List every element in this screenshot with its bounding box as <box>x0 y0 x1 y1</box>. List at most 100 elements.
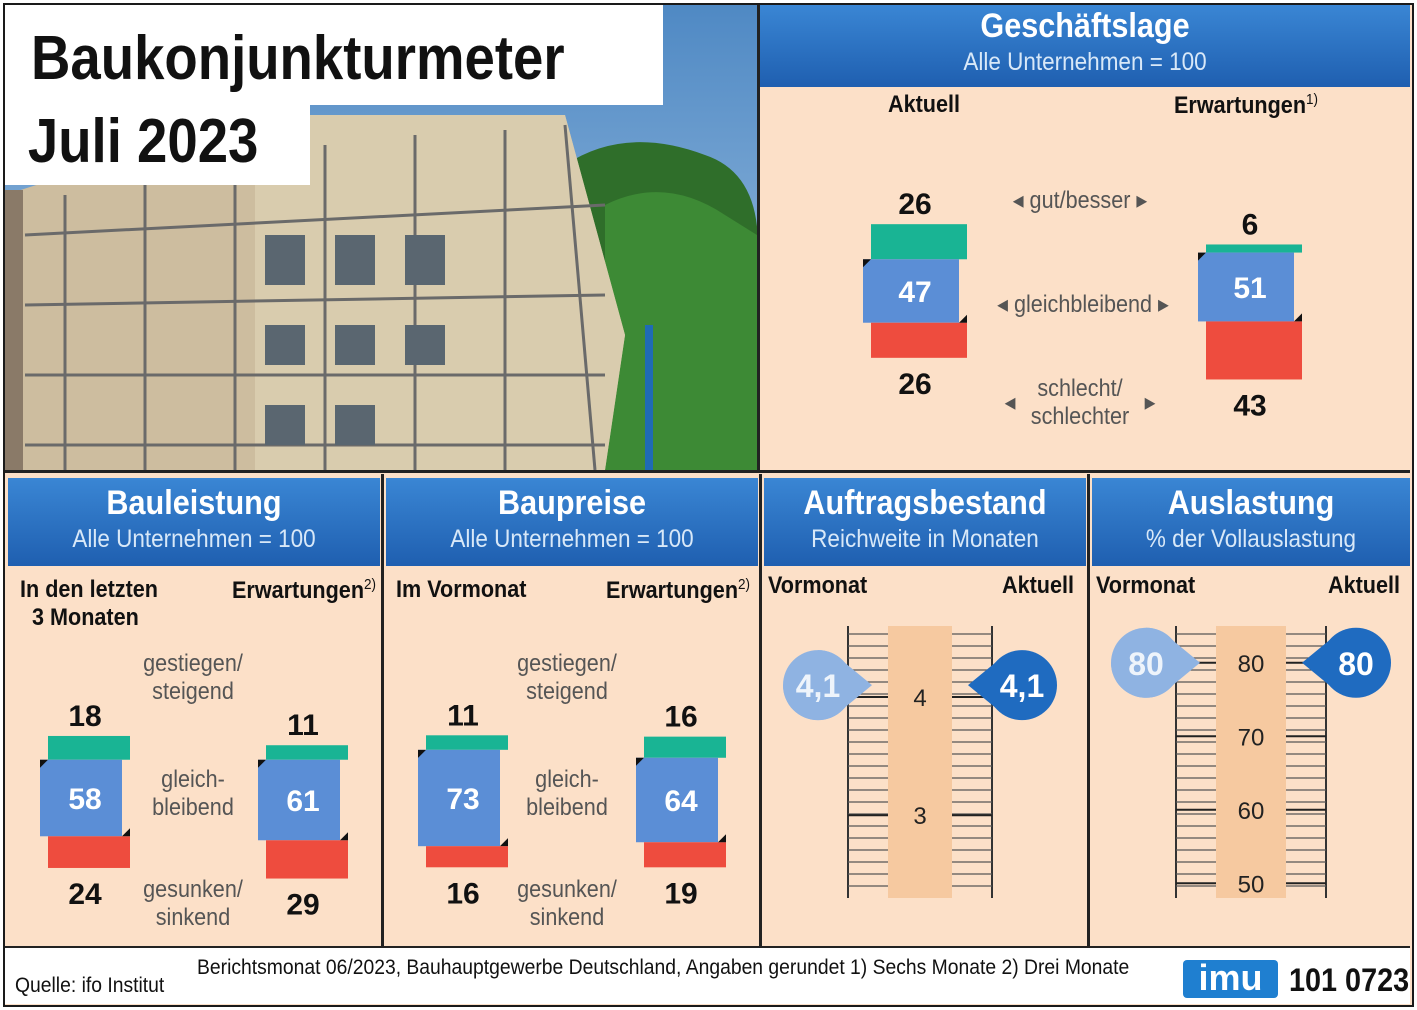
right-bar-red <box>266 840 348 879</box>
category-gleich: ◂ gleichbleibend ▸ <box>997 291 1169 318</box>
category-gut: ◂ gut/besser ▸ <box>1012 187 1148 214</box>
title-box-line2: Juli 2023 <box>5 100 310 185</box>
erwartungen-value-bottom: 43 <box>1233 389 1266 422</box>
drop-vormonat-tip <box>838 657 872 714</box>
category-gleich: gleich-bleibend <box>152 766 234 821</box>
left-bar-blue <box>418 749 500 847</box>
aktuell-corner-top <box>863 259 871 268</box>
drop-aktuell-body <box>1321 627 1391 698</box>
erwartungen-value-top: 6 <box>1242 208 1259 241</box>
main-title-date: Juli 2023 <box>27 107 259 176</box>
right-corner-top <box>258 759 266 768</box>
aktuell-value-bottom: 26 <box>898 368 931 401</box>
category-gestiegen: gestiegen/steigend <box>517 650 617 705</box>
left-corner-top <box>418 749 426 758</box>
category-gesunken: gesunken/sinkend <box>517 876 617 931</box>
right-value-top: 11 <box>287 709 319 742</box>
panel-title: Auslastung <box>1167 484 1335 522</box>
gauge-band <box>888 626 952 898</box>
footer: Quelle: ifo Institut Berichtsmonat 06/20… <box>5 946 1410 1004</box>
panel-baupreise: Baupreise Alle Unternehmen = 100 Im Vorm… <box>386 478 758 944</box>
aktuell-bar-blue <box>863 259 959 323</box>
divider-horizontal <box>5 470 1410 473</box>
divider-top <box>757 5 760 471</box>
arrow-left: ◂ <box>1004 389 1016 416</box>
right-bar-green <box>644 736 726 758</box>
gauge-band <box>1216 626 1286 898</box>
panel-header: Auftragsbestand Reichweite in Monaten <box>764 478 1086 566</box>
category-gesunken: gesunken/sinkend <box>143 876 243 931</box>
panel-auftragsbestand: Auftragsbestand Reichweite in Monaten Vo… <box>764 478 1086 944</box>
panel-title: Auftragsbestand <box>803 484 1047 522</box>
source-note: Quelle: ifo Institut <box>15 974 165 997</box>
graphic-code: 101 0723 <box>1289 962 1410 998</box>
value-vormonat: 4,1 <box>796 668 840 704</box>
right-bar-blue <box>258 759 340 841</box>
auslastung-gauge: 80 70 60 50 80 80 <box>1111 626 1391 898</box>
drop-aktuell-tip <box>968 657 1002 714</box>
panel-subtitle: Alle Unternehmen = 100 <box>450 525 694 553</box>
panel-header: Geschäftslage Alle Unternehmen = 100 <box>760 5 1410 87</box>
series-label-left: Im Vormonat <box>396 576 527 603</box>
category-gleich: gleich-bleibend <box>526 766 608 821</box>
left-corner-bottom <box>500 838 508 847</box>
aktuell-corner-bottom <box>959 314 967 323</box>
tick-label: 3 <box>913 803 926 830</box>
drop-vormonat-tip <box>1166 634 1200 691</box>
erwartungen-value-mid: 51 <box>1233 272 1266 305</box>
panel-subtitle: Alle Unternehmen = 100 <box>72 525 316 553</box>
left-bar-green <box>426 735 508 750</box>
right-value-mid: 61 <box>286 785 319 818</box>
panel-header: Bauleistung Alle Unternehmen = 100 <box>8 478 380 566</box>
footnote: Berichtsmonat 06/2023, Bauhauptgewerbe D… <box>197 956 1130 979</box>
panel-header: Baupreise Alle Unternehmen = 100 <box>386 478 758 566</box>
aktuell-bar-red <box>871 322 967 358</box>
left-bar-blue <box>40 759 122 837</box>
tick-label: 70 <box>1238 724 1265 751</box>
auftragsbestand-gauge: 4 3 4,1 4,1 <box>783 626 1057 898</box>
left-value-top: 18 <box>68 700 101 733</box>
left-value-top: 11 <box>447 699 479 732</box>
title-box: Baukonjunkturmeter <box>5 5 664 105</box>
series-label-vormonat: Vormonat <box>1096 572 1196 599</box>
divider-2 <box>759 474 762 946</box>
aktuell-bar-green <box>871 224 967 260</box>
series-label-erwartungen: Erwartungen2) <box>605 576 750 604</box>
panel-geschaeftslage: Geschäftslage Alle Unternehmen = 100 Akt… <box>760 5 1410 470</box>
geschaeftslage-bars: 47 26 26 51 6 43 <box>863 188 1302 422</box>
tick-label: 80 <box>1238 651 1265 678</box>
series-label-aktuell: Aktuell <box>888 91 961 118</box>
right-bar-red <box>644 842 726 868</box>
drop-vormonat-body <box>1111 627 1181 698</box>
tick-label: 4 <box>913 685 926 712</box>
series-label-erwartungen: Erwartungen2) <box>231 576 376 604</box>
main-title: Baukonjunkturmeter <box>31 24 565 93</box>
aktuell-value-top: 26 <box>898 188 931 221</box>
panel-subtitle: % der Vollauslastung <box>1145 525 1357 553</box>
arrow-right: ▸ <box>1144 389 1156 416</box>
erwartungen-corner-bottom <box>1294 313 1302 322</box>
drop-aktuell-tip <box>1302 634 1336 691</box>
right-value-mid: 64 <box>664 785 698 818</box>
panel-title: Baupreise <box>498 484 646 522</box>
drop-vormonat-body <box>783 650 853 721</box>
right-value-bottom: 29 <box>286 889 319 922</box>
right-corner-bottom <box>718 834 726 843</box>
panel-bauleistung: Bauleistung Alle Unternehmen = 100 In de… <box>8 478 380 944</box>
panel-title: Geschäftslage <box>980 7 1190 45</box>
value-aktuell: 80 <box>1338 646 1374 682</box>
series-label-aktuell: Aktuell <box>1001 572 1074 599</box>
divider-3 <box>1087 474 1090 946</box>
left-bar-red <box>426 846 508 868</box>
panel-subtitle: Reichweite in Monaten <box>811 525 1039 553</box>
right-value-bottom: 19 <box>664 877 697 910</box>
category-gestiegen: gestiegen/steigend <box>143 650 243 705</box>
left-value-bottom: 24 <box>68 878 102 911</box>
left-value-mid: 73 <box>446 783 479 816</box>
right-bar-blue <box>636 757 718 843</box>
aktuell-value-mid: 47 <box>898 276 931 309</box>
value-vormonat: 80 <box>1128 646 1164 682</box>
bauleistung-bars: 58 18 24 61 11 29 <box>40 700 348 922</box>
erwartungen-bar-green <box>1206 244 1302 253</box>
panel-header: Auslastung % der Vollauslastung <box>1092 478 1410 566</box>
